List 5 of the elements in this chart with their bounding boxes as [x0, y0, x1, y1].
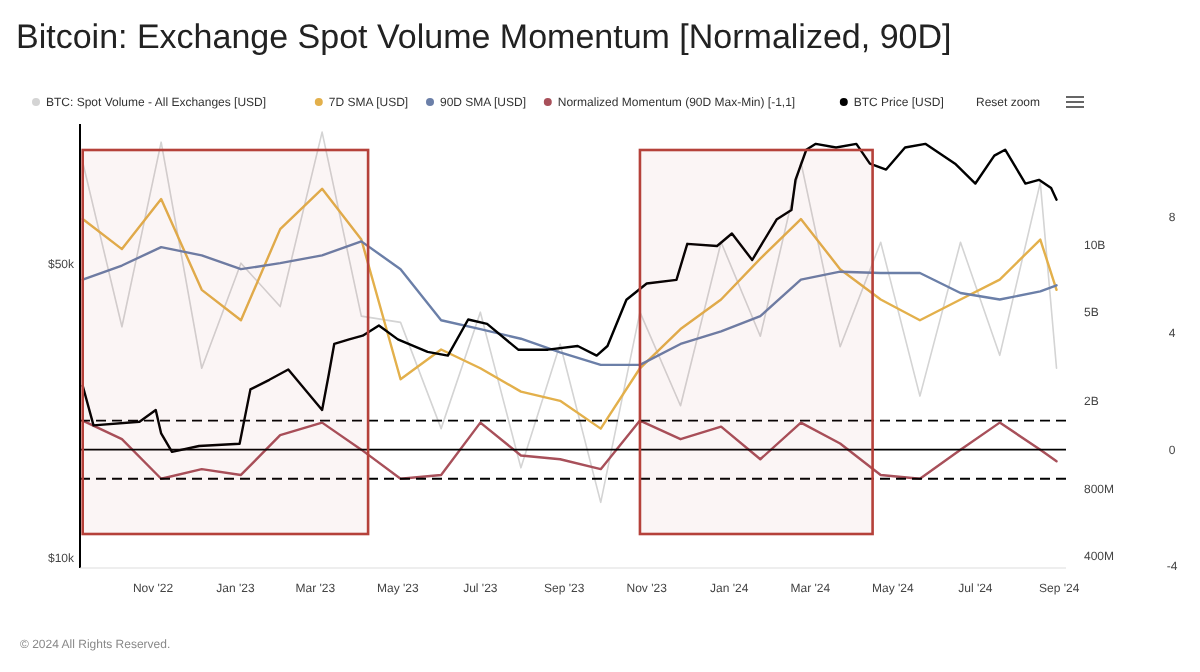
line-series — [81, 131, 1058, 504]
line-series — [81, 240, 1058, 367]
line-series — [81, 419, 1058, 480]
line-series — [81, 187, 1058, 430]
chart-title: Bitcoin: Exchange Spot Volume Momentum [Normalized, 90D] — [16, 18, 952, 56]
